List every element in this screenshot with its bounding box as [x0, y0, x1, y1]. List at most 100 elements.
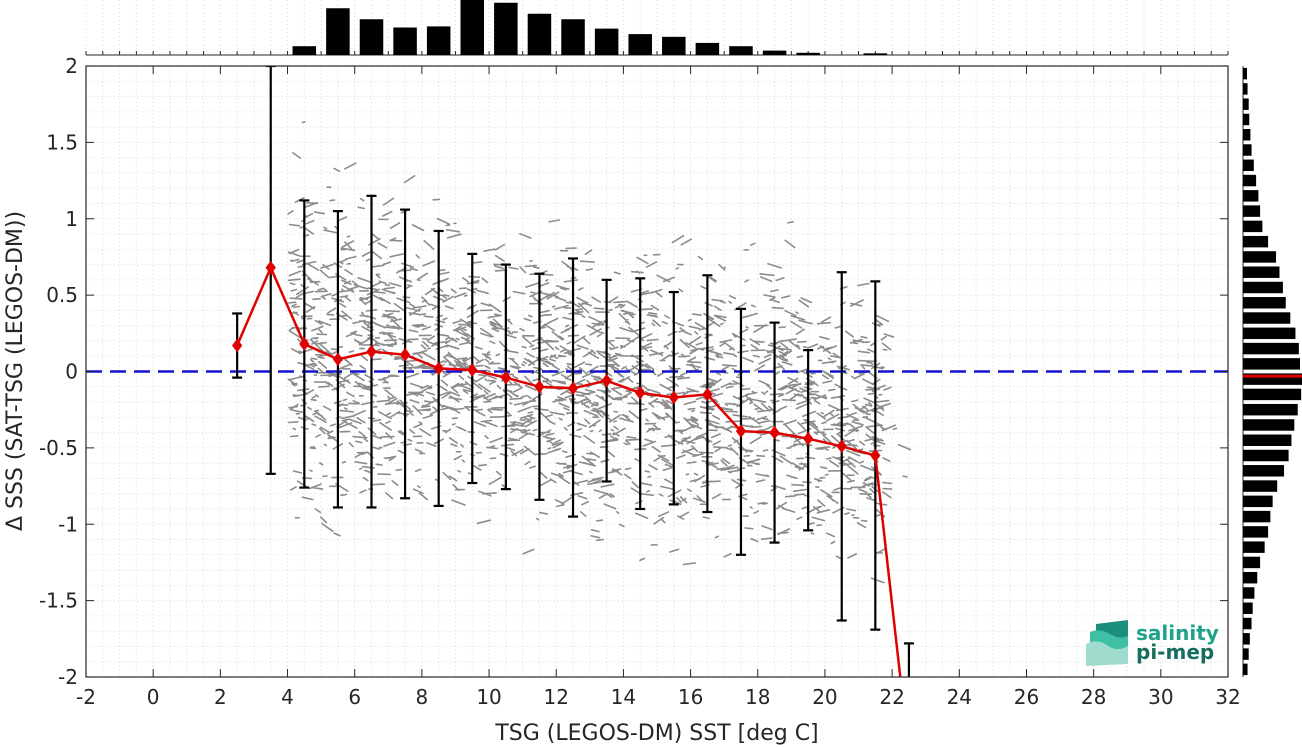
y-tick-label: -1.5 [39, 589, 78, 613]
right-hist-bar [1243, 633, 1250, 645]
top-histogram [85, 0, 1229, 56]
x-tick-label: 6 [348, 685, 361, 709]
right-hist-bar [1243, 526, 1269, 538]
right-hist-bar [1243, 480, 1278, 492]
y-tick-label: 1 [65, 207, 78, 231]
mean-point [500, 370, 511, 385]
mean-point [601, 373, 612, 388]
mean-line [232, 260, 902, 677]
mean-point [635, 386, 646, 400]
mean-point [265, 260, 276, 275]
right-hist-bar [1243, 434, 1292, 446]
top-hist-bar [628, 34, 652, 55]
right-hist-bar [1243, 327, 1296, 340]
x-tick-label: 10 [476, 685, 501, 709]
x-tick-label: 32 [1215, 685, 1240, 709]
right-hist-bar [1243, 587, 1255, 599]
y-tick-label: 0 [65, 360, 78, 384]
right-hist-bar [1243, 190, 1259, 202]
top-hist-bar [527, 13, 552, 55]
top-hist-bar [426, 26, 451, 55]
x-tick-label: 18 [745, 685, 770, 709]
right-hist-bar [1243, 541, 1265, 553]
top-hist-bar [695, 42, 720, 55]
mean-point [668, 390, 679, 405]
mean-point [399, 347, 411, 362]
right-hist-bar [1243, 663, 1248, 676]
right-hist-bar [1243, 648, 1249, 660]
y-axis-label: Δ SSS (SAT-TSG (LEGOS-DM)) [3, 211, 28, 531]
mean-point [366, 344, 377, 359]
x-tick-label: -2 [76, 685, 96, 709]
top-hist-bar [393, 27, 417, 55]
x-tick-label: 8 [416, 685, 429, 709]
x-tick-label: 0 [147, 685, 160, 709]
mean-point [433, 361, 444, 376]
right-hist-bar [1243, 113, 1250, 126]
right-hist-bar [1243, 617, 1252, 630]
x-tick-label: 14 [611, 685, 636, 709]
mean-point [735, 424, 747, 438]
mean-point [803, 431, 814, 446]
x-axis-label: TSG (LEGOS-DM) SST [deg C] [494, 721, 818, 746]
y-tick-label: 2 [65, 54, 78, 78]
right-hist-bar [1243, 297, 1286, 309]
right-hist-bar [1243, 419, 1295, 431]
top-hist-bar [863, 53, 888, 55]
x-tick-label: 12 [544, 685, 569, 709]
y-tick-label: 0.5 [46, 283, 78, 307]
axis-ticks: -2 0 2 4 6 8 10 12 14 16 18 20 22 24 26 28 30 32-2-1.5-1-… [39, 54, 1241, 709]
y-tick-label: -1 [58, 512, 78, 536]
y-tick-label: -0.5 [39, 436, 78, 460]
right-hist-bar [1243, 312, 1291, 324]
top-hist-bar [292, 46, 317, 55]
right-hist-bar [1243, 281, 1283, 294]
right-hist-bar [1243, 129, 1251, 141]
top-hist-bar [796, 52, 820, 55]
mean-point [870, 448, 881, 463]
right-hist-bar [1243, 144, 1252, 156]
x-tick-label: 24 [947, 685, 972, 709]
x-tick-label: 26 [1014, 685, 1039, 709]
right-hist-bar [1243, 342, 1299, 355]
right-hist-bar [1243, 556, 1261, 569]
mean-point [534, 379, 545, 394]
mean-point [332, 352, 344, 367]
mean-point [836, 439, 847, 454]
right-hist-bar [1243, 571, 1258, 584]
x-tick-label: 16 [678, 685, 703, 709]
mean-point [467, 363, 478, 377]
x-tick-label: 4 [281, 685, 294, 709]
mean-point [299, 337, 310, 351]
top-hist-bar [359, 19, 384, 55]
right-hist-bar [1243, 98, 1249, 110]
x-tick-label: 2 [214, 685, 227, 709]
right-hist-bar [1243, 67, 1247, 80]
right-hist-bar [1243, 235, 1269, 248]
right-hist-bar [1243, 220, 1263, 233]
mean-point [769, 425, 780, 440]
right-hist-bar [1243, 388, 1302, 401]
right-hist-bar [1243, 495, 1273, 508]
wave-logo-icon [1086, 620, 1128, 666]
top-hist-bar [460, 0, 485, 55]
top-hist-bar [662, 36, 686, 55]
right-hist-bar [1243, 266, 1280, 278]
top-hist-bar [729, 46, 753, 55]
right-hist-bar [1243, 251, 1277, 263]
top-hist-bar [494, 2, 518, 55]
top-hist-bar [594, 28, 619, 55]
x-tick-label: 20 [812, 685, 837, 709]
salinity-pimep-logo: salinity pi-mep [1086, 620, 1219, 666]
logo-line2: pi-mep [1136, 640, 1214, 664]
y-tick-label: -2 [58, 665, 78, 689]
right-hist-bar [1243, 174, 1257, 187]
logo-line1: salinity [1136, 621, 1219, 645]
right-hist-bar [1243, 159, 1254, 172]
top-hist-bar [326, 8, 350, 55]
x-tick-label: 22 [879, 685, 904, 709]
mean-point [567, 381, 579, 396]
right-hist-bar [1243, 205, 1261, 217]
x-tick-label: 30 [1148, 685, 1173, 709]
